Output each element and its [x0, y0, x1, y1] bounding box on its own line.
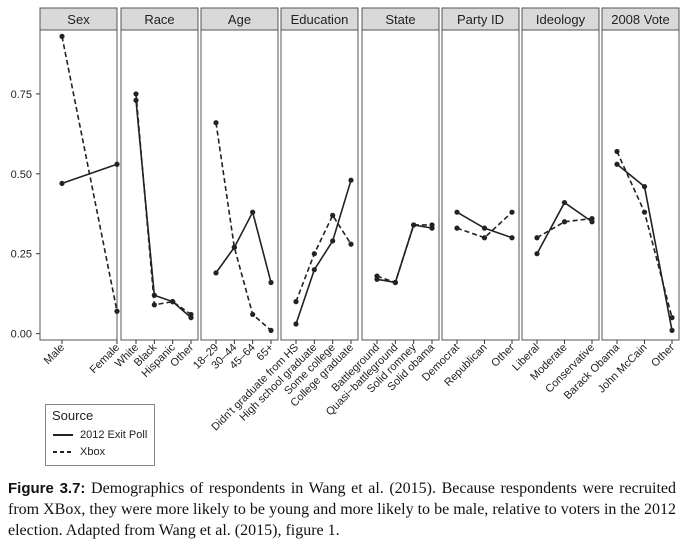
data-point-exit-poll	[311, 267, 317, 273]
series-line-xbox	[536, 217, 593, 239]
data-point-exit-poll	[454, 209, 460, 215]
data-point-exit-poll	[133, 97, 139, 103]
legend: Source 2012 Exit Poll Xbox	[45, 404, 155, 466]
facet-title: Ideology	[536, 12, 586, 27]
facet-title: State	[385, 12, 415, 27]
data-point-xbox	[330, 212, 336, 218]
data-point-xbox	[250, 311, 256, 318]
data-point-xbox	[311, 251, 317, 257]
y-tick-label: 0.25	[11, 249, 32, 261]
data-point-xbox	[429, 222, 435, 228]
data-point-xbox	[669, 315, 675, 321]
data-point-exit-poll	[213, 270, 219, 276]
data-point-exit-poll	[534, 251, 540, 257]
y-tick-label: 0.75	[11, 89, 32, 101]
facet-panel	[200, 29, 279, 341]
y-tick-label: 0.00	[11, 329, 32, 341]
dashed-line-swatch	[53, 451, 73, 453]
data-point-exit-poll	[561, 199, 568, 206]
data-point-xbox	[268, 327, 274, 334]
data-point-xbox	[374, 273, 380, 279]
series-line-xbox	[61, 36, 118, 312]
facet-title: Sex	[67, 12, 90, 27]
facet-title: Party ID	[457, 12, 504, 27]
data-point-xbox	[213, 120, 219, 126]
data-point-xbox	[188, 311, 194, 318]
series-line-xbox	[456, 211, 513, 239]
data-point-xbox	[348, 241, 354, 247]
legend-label-xbox: Xbox	[80, 446, 106, 458]
data-point-xbox	[614, 148, 620, 155]
legend-title: Source	[52, 408, 94, 423]
data-point-xbox	[534, 235, 540, 241]
facet-title: Age	[228, 12, 251, 27]
series-line-exit-poll	[215, 209, 272, 283]
series-line-xbox	[215, 122, 272, 332]
facet-panel	[361, 29, 440, 341]
x-tick-label: Male	[42, 342, 67, 367]
series-line-xbox	[376, 224, 432, 284]
data-point-exit-poll	[250, 209, 256, 215]
data-point-xbox	[411, 222, 417, 228]
data-point-xbox	[293, 299, 299, 305]
data-point-xbox	[231, 244, 237, 250]
data-point-xbox	[509, 209, 515, 215]
data-point-exit-poll	[614, 161, 620, 167]
legend-item-exit-poll: 2012 Exit Poll	[52, 429, 147, 441]
data-point-exit-poll	[348, 177, 354, 183]
data-point-xbox	[454, 225, 460, 231]
legend-item-xbox: Xbox	[52, 446, 105, 458]
caption-label: Figure 3.7:	[8, 480, 86, 497]
facet-panel	[280, 29, 359, 341]
solid-line-swatch	[53, 434, 73, 436]
data-point-exit-poll	[641, 183, 648, 190]
facet-panel	[120, 29, 199, 341]
data-point-xbox	[392, 279, 398, 286]
data-point-xbox	[114, 308, 120, 314]
data-point-xbox	[641, 209, 648, 215]
data-point-exit-poll	[59, 180, 65, 187]
data-point-exit-poll	[114, 161, 120, 167]
data-point-xbox	[151, 302, 157, 308]
series-line-xbox	[135, 93, 192, 316]
data-point-xbox	[589, 215, 595, 222]
facet-title: 2008 Vote	[611, 12, 670, 27]
series-line-xbox	[295, 213, 352, 302]
x-tick-label: John McCain	[596, 342, 650, 396]
data-point-exit-poll	[481, 225, 488, 231]
data-point-exit-poll	[293, 321, 299, 327]
data-point-xbox	[133, 91, 139, 97]
facet-panel	[521, 29, 600, 341]
facet-panel	[441, 29, 520, 341]
legend-label-exit-poll: 2012 Exit Poll	[80, 429, 148, 441]
facet-title: Race	[144, 12, 174, 27]
figure-caption: Figure 3.7: Demographics of respondents …	[8, 478, 676, 541]
facet-panel	[601, 29, 680, 341]
facet-title: Education	[291, 12, 349, 27]
data-point-exit-poll	[268, 279, 274, 286]
data-point-exit-poll	[509, 235, 515, 241]
data-point-exit-poll	[669, 327, 675, 334]
data-point-exit-poll	[330, 238, 336, 244]
series-line-exit-poll	[295, 179, 352, 325]
data-point-xbox	[59, 33, 65, 39]
y-tick-label: 0.50	[11, 169, 32, 181]
data-point-xbox	[170, 299, 176, 305]
x-tick-label: Other	[649, 341, 677, 369]
caption-text: Demographics of respondents in Wang et a…	[8, 480, 677, 539]
data-point-xbox	[561, 219, 568, 225]
facet-panel	[39, 29, 118, 341]
data-point-xbox	[481, 235, 488, 241]
